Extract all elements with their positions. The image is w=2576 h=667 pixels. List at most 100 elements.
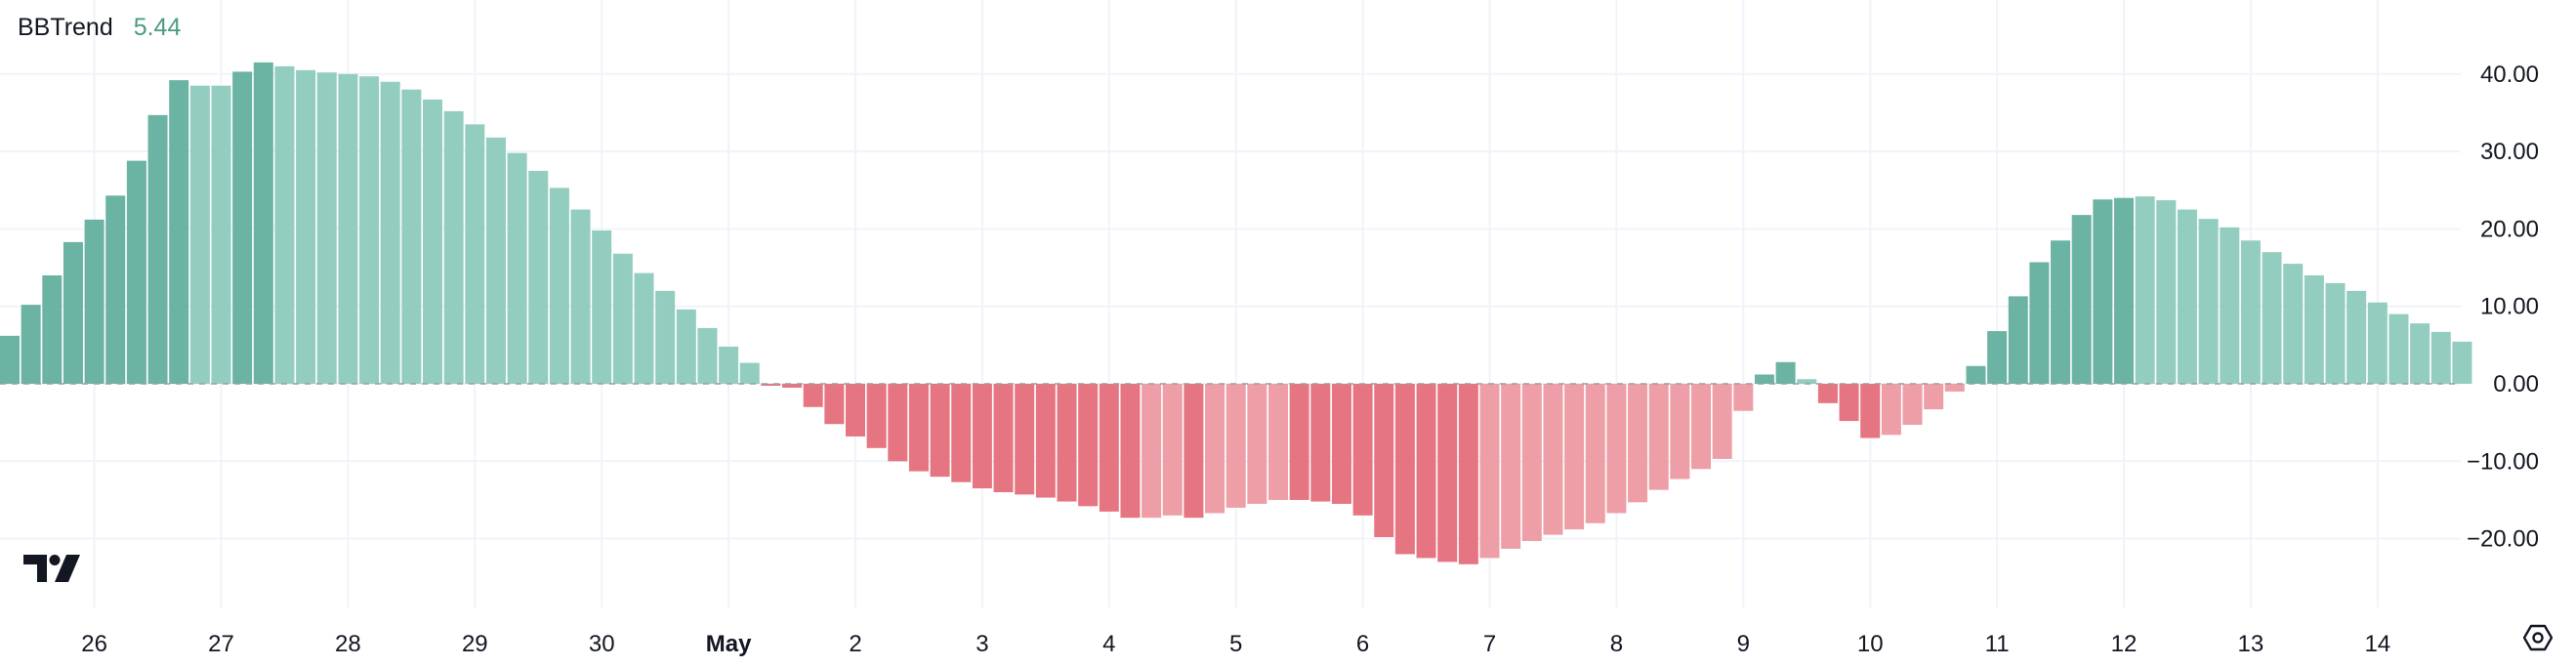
histogram-bar <box>1733 384 1754 411</box>
histogram-bar <box>465 124 485 384</box>
histogram-bar <box>2367 302 2388 384</box>
histogram-bar <box>359 76 380 384</box>
histogram-bar <box>1352 384 1373 516</box>
x-tick-label: May <box>706 631 752 657</box>
histogram-bar <box>443 110 464 384</box>
histogram-bar <box>1521 384 1542 541</box>
histogram-bar <box>169 80 189 385</box>
x-tick-label: 11 <box>1985 631 2010 657</box>
histogram-bar <box>1543 384 1563 535</box>
indicator-name: BBTrend <box>18 14 113 41</box>
x-tick-label: 2 <box>849 631 861 657</box>
histogram-bar <box>2008 296 2028 384</box>
x-tick-label: 7 <box>1483 631 1496 657</box>
x-tick-label: 13 <box>2238 631 2264 657</box>
histogram-bar <box>211 85 231 384</box>
histogram-bar <box>612 253 633 384</box>
histogram-bar <box>296 69 316 385</box>
histogram-bar <box>2029 262 2050 384</box>
y-tick-label: 20.00 <box>2480 216 2539 242</box>
histogram-bar <box>1902 384 1923 426</box>
x-tick-label: 14 <box>2364 631 2390 657</box>
histogram-bar <box>21 305 41 384</box>
x-tick-label: 28 <box>335 631 361 657</box>
histogram-bar <box>2240 240 2261 384</box>
histogram-bar <box>1754 374 1774 384</box>
histogram-bar <box>528 170 549 384</box>
tradingview-logo-icon[interactable] <box>21 553 84 591</box>
histogram-bar <box>423 99 442 385</box>
x-tick-label: 27 <box>208 631 234 657</box>
histogram-bar <box>485 137 506 384</box>
histogram-bar <box>972 384 992 489</box>
histogram-bar <box>1585 384 1605 523</box>
histogram-bar <box>951 384 972 482</box>
x-tick-label: 8 <box>1610 631 1623 657</box>
histogram-bar <box>782 384 803 388</box>
histogram-bar <box>993 384 1014 493</box>
histogram-bar <box>1247 384 1267 504</box>
y-tick-label: −10.00 <box>2467 448 2539 475</box>
histogram-bar <box>2262 252 2282 384</box>
x-tick-label: 10 <box>1857 631 1884 657</box>
x-tick-label: 4 <box>1102 631 1115 657</box>
histogram-bar <box>930 384 950 478</box>
histogram-bar <box>655 290 676 384</box>
histogram-bar <box>1015 384 1035 495</box>
histogram-bar <box>1670 384 1690 479</box>
histogram-bar <box>1374 384 1394 538</box>
histogram-bar <box>2220 227 2240 384</box>
x-tick-label: 30 <box>589 631 615 657</box>
histogram-bar <box>1564 384 1585 530</box>
histogram-bar <box>908 384 929 472</box>
histogram-bar <box>507 152 527 384</box>
histogram-bar <box>62 241 83 384</box>
indicator-legend[interactable]: BBTrend 5.44 <box>18 14 181 42</box>
histogram-bar <box>2283 264 2304 384</box>
histogram-bar <box>1501 384 1521 549</box>
histogram-bar <box>253 62 273 384</box>
histogram-bar <box>1099 384 1119 512</box>
histogram-bar <box>1184 384 1204 519</box>
histogram-bar <box>1712 384 1732 459</box>
histogram-bar <box>1142 384 1162 519</box>
histogram-bar <box>1924 384 1944 410</box>
histogram-bar <box>866 384 887 448</box>
y-tick-label: 40.00 <box>2480 62 2539 88</box>
histogram-bar <box>1437 384 1458 563</box>
histogram-bar <box>2093 199 2113 384</box>
histogram-bar <box>761 384 781 386</box>
x-tick-label: 3 <box>976 631 988 657</box>
histogram-bar <box>105 195 126 384</box>
histogram-bar <box>401 89 422 384</box>
histogram-bar <box>570 209 591 384</box>
histogram-bar <box>1648 384 1669 490</box>
histogram-bar <box>1120 384 1141 519</box>
histogram-bar <box>1205 384 1226 514</box>
histogram-bar <box>1860 384 1881 438</box>
indicator-value: 5.44 <box>133 14 182 41</box>
histogram-bar <box>1035 384 1056 498</box>
histogram-bar <box>84 219 104 384</box>
histogram-bar <box>2198 219 2219 384</box>
histogram-bar <box>1987 331 2008 384</box>
histogram-bar <box>1606 384 1627 514</box>
histogram-bar <box>232 71 253 385</box>
x-tick-label: 5 <box>1229 631 1242 657</box>
histogram-bar <box>1057 384 1077 502</box>
histogram-bar <box>1458 384 1478 564</box>
settings-gear-icon[interactable] <box>2522 623 2554 657</box>
histogram-bar <box>1966 365 1986 384</box>
bar-layer <box>0 62 2472 564</box>
histogram-bar <box>1078 384 1099 507</box>
histogram-bar <box>1416 384 1436 559</box>
x-tick-label: 9 <box>1737 631 1750 657</box>
histogram-bar <box>719 346 739 384</box>
histogram-bar <box>2325 282 2346 384</box>
x-tick-label: 12 <box>2111 631 2138 657</box>
histogram-bar <box>739 362 760 384</box>
histogram-bar <box>1479 384 1500 559</box>
histogram-bar <box>888 384 908 462</box>
